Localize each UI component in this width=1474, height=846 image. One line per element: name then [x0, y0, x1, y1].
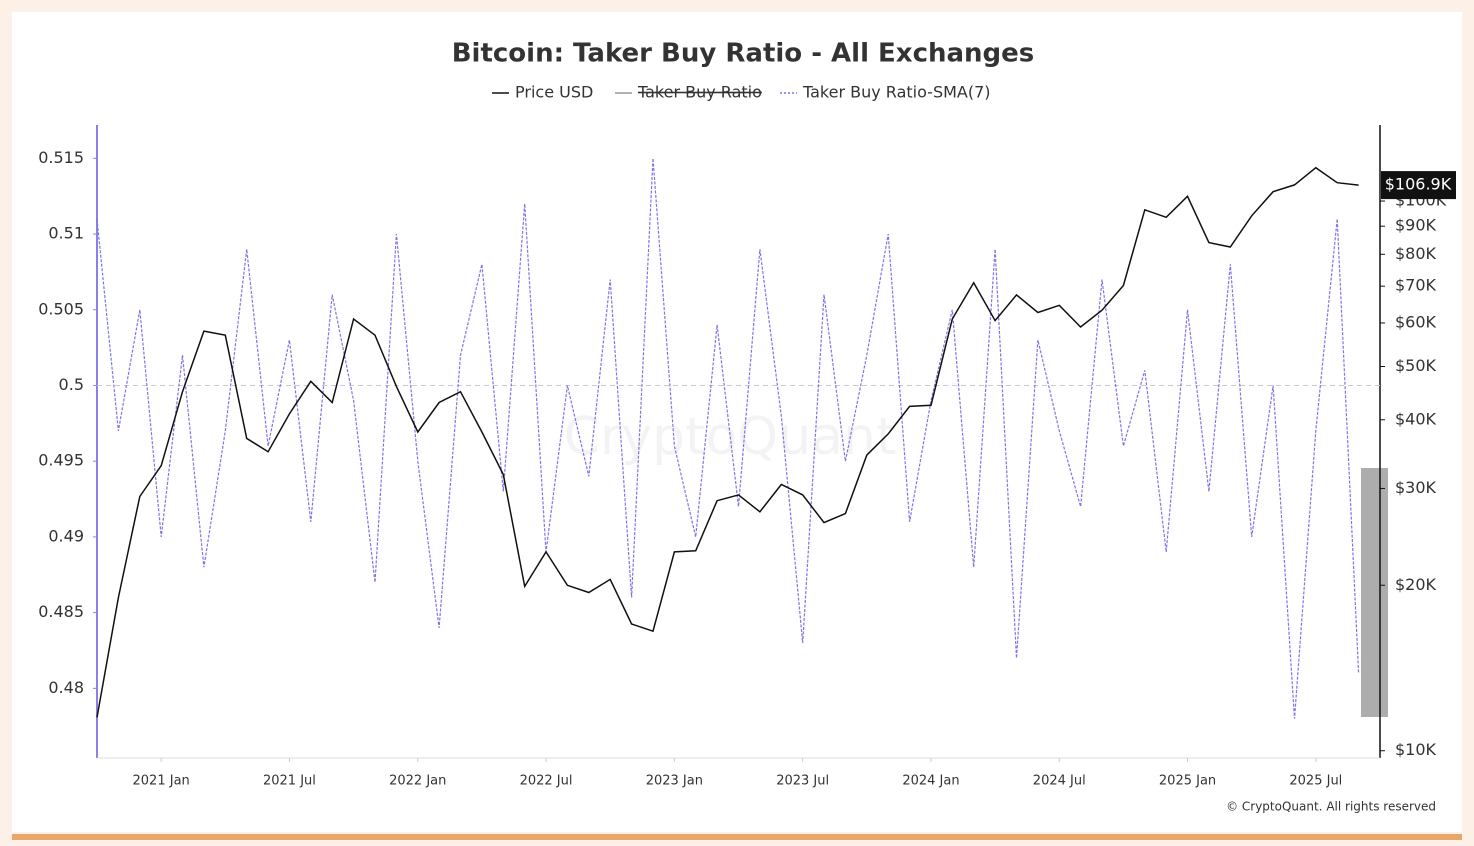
y2-tick-label: $10K — [1395, 740, 1437, 759]
y-tick-label: 0.485 — [38, 602, 84, 621]
x-tick-label: 2025 Jan — [1159, 774, 1216, 789]
y2-tick-label: $90K — [1395, 216, 1437, 235]
price-tag-label: $106.9K — [1385, 175, 1452, 194]
x-tick-label: 2025 Jul — [1289, 774, 1342, 789]
y-tick-label: 0.505 — [38, 299, 84, 318]
y-tick-label: 0.49 — [48, 526, 84, 545]
y2-tick-label: $50K — [1395, 356, 1437, 375]
y-tick-label: 0.515 — [38, 148, 84, 167]
legend-label: Taker Buy Ratio-SMA(7) — [802, 83, 991, 102]
y-tick-label: 0.5 — [59, 375, 84, 394]
legend-label: Price USD — [515, 83, 593, 102]
x-tick-label: 2021 Jan — [133, 774, 190, 789]
y2-tick-label: $30K — [1395, 478, 1437, 497]
y-tick-label: 0.495 — [38, 451, 84, 470]
y2-tick-label: $60K — [1395, 312, 1437, 331]
series-line — [96, 158, 1360, 719]
bottom-bar — [12, 834, 1462, 840]
x-tick-label: 2024 Jan — [902, 774, 959, 789]
x-tick-label: 2023 Jan — [646, 774, 703, 789]
price-tag — [1381, 171, 1456, 200]
y-tick-label: 0.48 — [48, 678, 84, 697]
highlight-box — [1361, 468, 1388, 717]
credit: © CryptoQuant. All rights reserved — [1226, 800, 1436, 814]
x-tick-label: 2022 Jul — [520, 774, 573, 789]
x-tick-label: 2023 Jul — [776, 774, 829, 789]
y2-tick-label: $80K — [1395, 244, 1437, 263]
chart-title: Bitcoin: Taker Buy Ratio - All Exchanges — [452, 39, 1035, 69]
x-tick-label: 2022 Jan — [389, 774, 446, 789]
legend-label: Taker Buy Ratio — [637, 83, 762, 102]
x-tick-label: 2024 Jul — [1033, 774, 1086, 789]
x-tick-label: 2021 Jul — [263, 774, 316, 789]
card — [12, 12, 1462, 832]
y2-tick-label: $70K — [1395, 276, 1437, 295]
y2-tick-label: $40K — [1395, 409, 1437, 428]
y-tick-label: 0.51 — [48, 224, 84, 243]
series-line — [96, 166, 1359, 718]
y2-tick-label: $20K — [1395, 575, 1437, 594]
